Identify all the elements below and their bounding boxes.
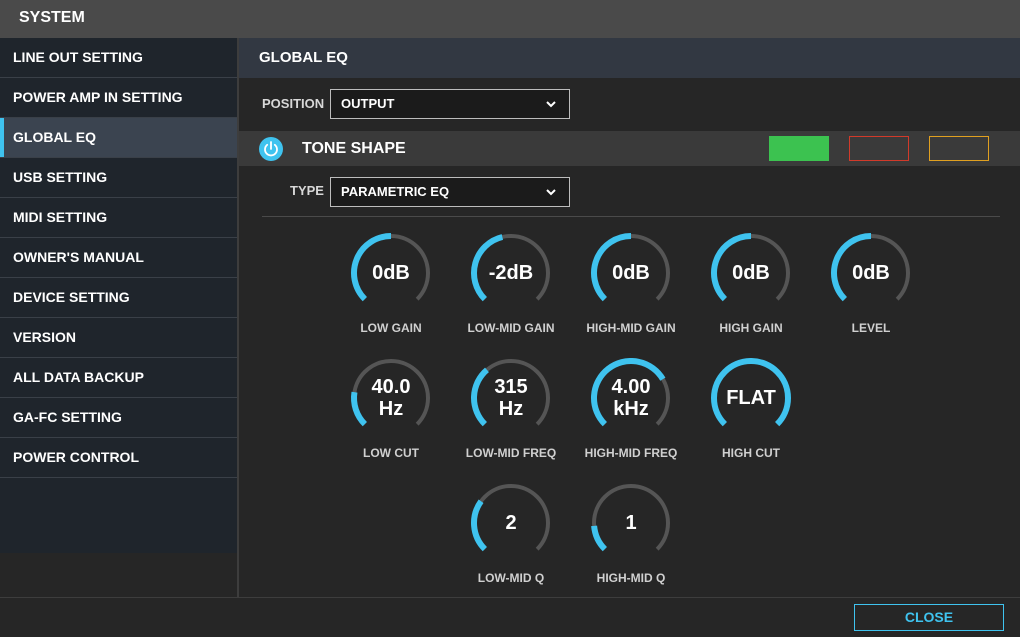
knob-label: HIGH-MID FREQ [584,446,678,460]
close-button-label: CLOSE [904,609,954,625]
knob-dial [831,233,910,302]
knob-label: LOW-MID GAIN [467,321,555,335]
power-button[interactable] [259,137,283,161]
sidebar-item-usb-setting[interactable]: USB SETTING [0,158,237,198]
sidebar-item-version[interactable]: VERSION [0,318,237,358]
knob-low-gain[interactable]: 0dB LOW GAIN [331,233,451,348]
knob-dial [591,484,670,552]
type-select-value: PARAMETRIC EQ [341,184,450,199]
knob-high-mid-gain[interactable]: 0dB HIGH-MID GAIN [571,233,691,348]
knob-value: 0dB [372,262,410,284]
page-title: GLOBAL EQ [259,49,348,66]
knob-value: 4.00 kHz [611,376,651,420]
sidebar-footer [0,553,237,597]
knob-high-cut[interactable]: FLAT HIGH CUT [691,358,811,473]
position-select-value: OUTPUT [341,96,395,111]
sidebar-item-label: OWNER'S MANUAL [13,249,144,265]
content-header: GLOBAL EQ [239,38,1020,78]
sidebar-item-label: POWER AMP IN SETTING [13,89,183,105]
chevron-down-icon [546,101,556,108]
chevron-down-icon [546,189,556,196]
knob-value: FLAT [726,387,776,409]
power-icon [264,141,278,157]
window-title: SYSTEM [19,9,85,26]
sidebar-item-label: GLOBAL EQ [13,129,96,145]
knob-label: LOW GAIN [360,321,422,335]
tone-shape-bar: TONE SHAPE [239,131,1020,166]
knob-value: 40.0 Hz [371,376,411,420]
knob-label: HIGH-MID GAIN [586,321,676,335]
knob-dial [591,233,670,302]
knob-dial [471,484,550,552]
knob-low-mid-gain[interactable]: -2dB LOW-MID GAIN [451,233,571,348]
type-label: TYPE [290,183,324,198]
knob-dial [351,359,430,427]
sidebar-item-label: GA-FC SETTING [13,409,122,425]
knob-label: LEVEL [851,321,891,335]
sidebar-item-ga-fc-setting[interactable]: GA-FC SETTING [0,398,237,438]
sidebar-item-label: VERSION [13,329,77,345]
knob-value: 0dB [732,262,770,284]
sidebar-item-all-data-backup[interactable]: ALL DATA BACKUP [0,358,237,398]
sidebar-item-power-amp-in-setting[interactable]: POWER AMP IN SETTING [0,78,237,118]
knob-dial [711,233,790,302]
knob-dial [471,359,550,427]
knob-label: HIGH-MID Q [596,571,666,585]
knob-label: LOW CUT [363,446,419,460]
sidebar: LINE OUT SETTING POWER AMP IN SETTING GL… [0,38,237,553]
close-button[interactable]: CLOSE [854,604,1004,631]
knob-value: 315 Hz [494,376,528,420]
knob-dial [471,234,550,302]
knob-label: HIGH CUT [722,446,780,460]
sidebar-item-label: MIDI SETTING [13,209,108,225]
sidebar-item-label: ALL DATA BACKUP [13,369,144,385]
type-select[interactable]: PARAMETRIC EQ [330,177,570,207]
color-swatch-red[interactable] [849,136,909,161]
knob-value: 2 [505,512,517,534]
tone-shape-title: TONE SHAPE [302,140,406,157]
sidebar-item-label: LINE OUT SETTING [13,49,143,65]
sidebar-item-midi-setting[interactable]: MIDI SETTING [0,198,237,238]
knob-high-mid-freq[interactable]: 4.00 kHz HIGH-MID FREQ [571,358,691,473]
knob-label: LOW-MID Q [477,571,545,585]
knob-dial [711,358,791,427]
knob-level[interactable]: 0dB LEVEL [811,233,931,348]
sidebar-item-power-control[interactable]: POWER CONTROL [0,438,237,478]
knob-label: HIGH GAIN [719,321,783,335]
sidebar-item-owners-manual[interactable]: OWNER'S MANUAL [0,238,237,278]
knob-low-mid-q[interactable]: 2 LOW-MID Q [451,483,571,598]
footer-divider [0,597,1020,598]
sidebar-item-device-setting[interactable]: DEVICE SETTING [0,278,237,318]
knob-high-mid-q[interactable]: 1 HIGH-MID Q [571,483,691,598]
knob-dial [351,233,430,302]
knob-value: -2dB [488,262,534,284]
sidebar-item-label: DEVICE SETTING [13,289,130,305]
color-swatch-yellow[interactable] [929,136,989,161]
sidebar-item-line-out-setting[interactable]: LINE OUT SETTING [0,38,237,78]
position-select[interactable]: OUTPUT [330,89,570,119]
knob-value: 0dB [852,262,890,284]
knob-low-mid-freq[interactable]: 315 Hz LOW-MID FREQ [451,358,571,473]
knob-label: LOW-MID FREQ [465,446,557,460]
knob-dial [591,358,670,427]
sidebar-item-label: USB SETTING [13,169,108,185]
sidebar-item-global-eq[interactable]: GLOBAL EQ [0,118,237,158]
divider [262,216,1000,217]
knob-value: 0dB [612,262,650,284]
position-label: POSITION [262,96,325,111]
knob-value: 1 [625,512,637,534]
sidebar-item-label: POWER CONTROL [13,449,139,465]
color-swatch-green[interactable] [769,136,829,161]
knob-high-gain[interactable]: 0dB HIGH GAIN [691,233,811,348]
title-bar: SYSTEM [0,0,1020,38]
sidebar-divider [237,38,239,597]
knob-low-cut[interactable]: 40.0 Hz LOW CUT [331,358,451,473]
